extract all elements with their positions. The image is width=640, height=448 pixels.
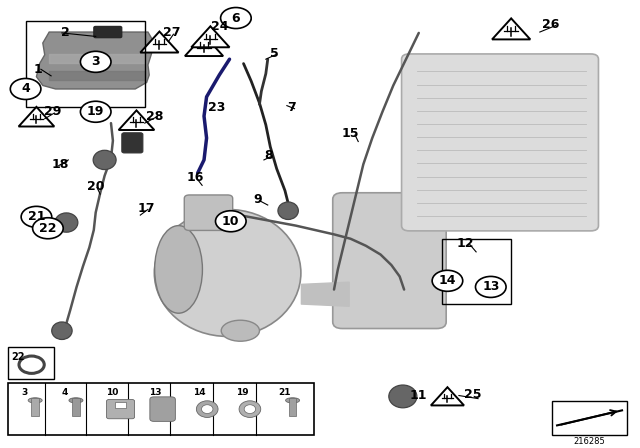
Text: 3: 3 [92, 55, 100, 69]
Text: 10: 10 [106, 388, 119, 396]
Ellipse shape [28, 398, 42, 403]
Circle shape [21, 207, 52, 228]
Bar [26, 21, 145, 108]
Bar [289, 398, 296, 416]
Bar [72, 398, 80, 416]
Text: 19: 19 [87, 105, 104, 118]
Ellipse shape [69, 398, 83, 403]
Text: 1: 1 [33, 63, 42, 76]
Bar [442, 239, 511, 304]
Text: 216285: 216285 [573, 437, 605, 446]
FancyBboxPatch shape [333, 193, 446, 328]
Text: 23: 23 [208, 101, 225, 114]
Text: 11: 11 [410, 389, 428, 402]
Ellipse shape [196, 401, 218, 418]
Text: 22: 22 [39, 222, 57, 235]
Circle shape [221, 8, 251, 29]
FancyBboxPatch shape [122, 133, 143, 153]
Text: 20: 20 [87, 180, 104, 193]
Text: 7: 7 [287, 101, 296, 114]
Text: 14: 14 [438, 274, 456, 287]
Circle shape [476, 276, 506, 297]
Ellipse shape [221, 320, 259, 341]
Text: 17: 17 [138, 202, 156, 215]
Polygon shape [191, 26, 230, 47]
Bar [8, 383, 314, 435]
Circle shape [33, 218, 63, 239]
Text: 27: 27 [163, 26, 181, 39]
Ellipse shape [155, 226, 202, 313]
Text: 13: 13 [148, 388, 161, 396]
Text: 13: 13 [482, 280, 499, 293]
Polygon shape [140, 31, 179, 52]
Text: 3: 3 [21, 388, 28, 396]
Circle shape [216, 211, 246, 232]
Text: 2: 2 [61, 26, 70, 39]
Bar [31, 398, 39, 416]
Circle shape [81, 101, 111, 122]
Text: 4: 4 [62, 388, 68, 396]
FancyBboxPatch shape [184, 195, 233, 230]
Text: 28: 28 [146, 110, 163, 123]
Ellipse shape [285, 398, 300, 403]
Text: 10: 10 [222, 215, 239, 228]
Text: 16: 16 [187, 171, 204, 184]
Text: 6: 6 [232, 12, 240, 25]
Bar [552, 401, 627, 435]
Ellipse shape [202, 405, 213, 414]
Ellipse shape [93, 150, 116, 169]
Ellipse shape [55, 213, 78, 232]
Text: 12: 12 [456, 237, 474, 250]
Text: 18: 18 [52, 158, 69, 171]
Polygon shape [431, 387, 464, 405]
Text: 29: 29 [44, 105, 61, 118]
Ellipse shape [389, 385, 417, 408]
Text: 5: 5 [269, 47, 278, 60]
Text: 8: 8 [265, 149, 273, 162]
Polygon shape [19, 107, 54, 126]
Ellipse shape [244, 405, 255, 414]
Circle shape [10, 78, 41, 99]
FancyBboxPatch shape [106, 400, 134, 419]
Text: 21: 21 [278, 388, 291, 396]
Polygon shape [118, 110, 154, 130]
Ellipse shape [154, 209, 301, 336]
FancyBboxPatch shape [150, 397, 175, 422]
Text: 25: 25 [464, 388, 482, 401]
Bar [8, 347, 54, 379]
Ellipse shape [52, 322, 72, 340]
Text: 21: 21 [28, 211, 45, 224]
FancyBboxPatch shape [401, 54, 598, 231]
Ellipse shape [278, 202, 298, 220]
Circle shape [432, 270, 463, 291]
Text: 24: 24 [211, 20, 228, 33]
Text: 22: 22 [11, 352, 24, 362]
Polygon shape [492, 18, 531, 39]
Text: 15: 15 [342, 127, 359, 140]
Circle shape [81, 52, 111, 72]
Text: 19: 19 [236, 388, 248, 396]
FancyBboxPatch shape [94, 26, 122, 38]
Bar [115, 402, 125, 408]
Polygon shape [36, 32, 154, 89]
Text: 26: 26 [542, 17, 559, 30]
Text: 4: 4 [21, 82, 30, 95]
Ellipse shape [239, 401, 260, 418]
Polygon shape [185, 35, 223, 56]
Text: 9: 9 [253, 193, 262, 206]
Text: 14: 14 [193, 388, 206, 396]
